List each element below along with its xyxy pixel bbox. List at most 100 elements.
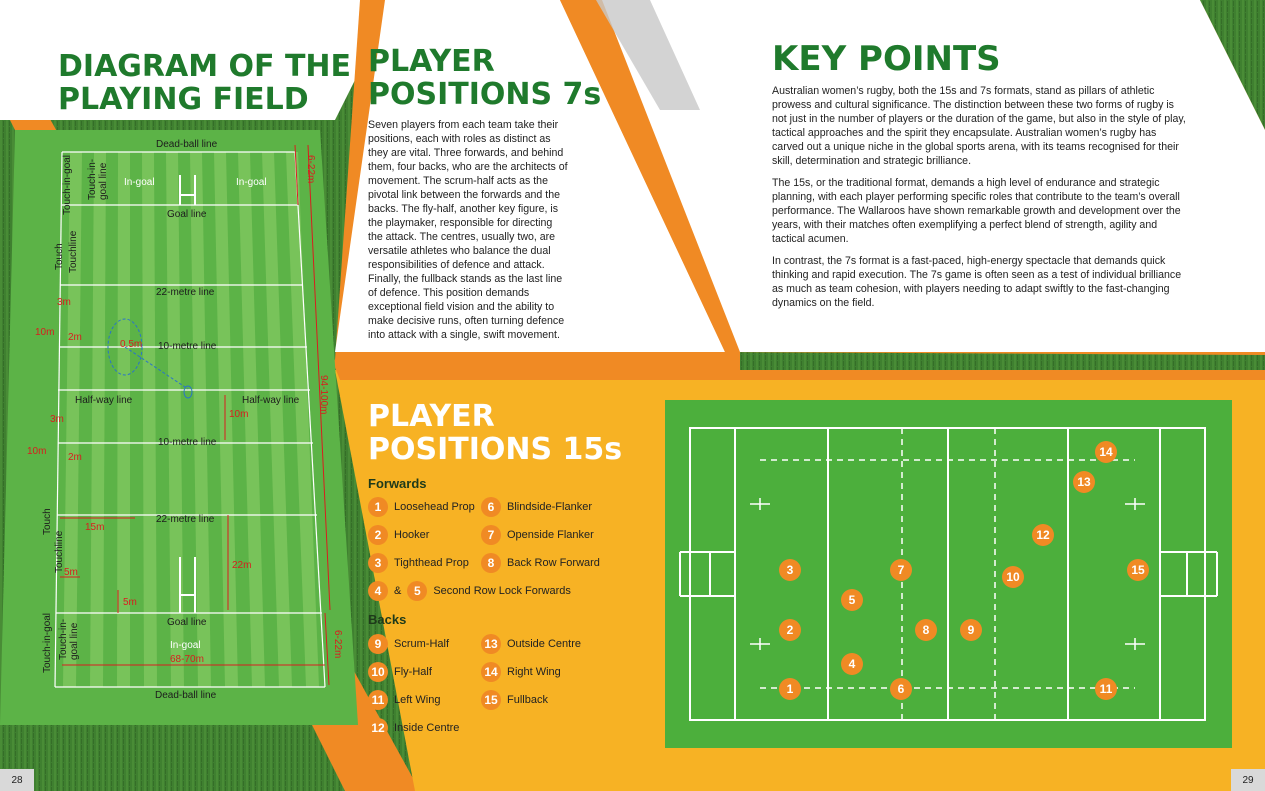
dim-2m-a: 2m	[68, 332, 82, 343]
dim-94-100: 94-100m	[318, 375, 329, 414]
position-label: Scrum-Half	[394, 638, 450, 650]
fifteens-title: PLAYER POSITIONS 15s	[368, 400, 622, 466]
formation-marker	[1127, 559, 1149, 581]
label-10-top: 10-metre line	[158, 341, 217, 352]
position-label: Back Row Forward	[507, 557, 600, 569]
position-number: 7	[481, 525, 501, 545]
formation-marker-label: 6	[898, 682, 905, 696]
ampersand: &	[394, 585, 402, 597]
field-stripe	[63, 152, 82, 687]
formation-marker	[1073, 471, 1095, 493]
formation-marker-label: 5	[849, 593, 856, 607]
position-label: Inside Centre	[394, 722, 460, 734]
formation-marker	[841, 653, 863, 675]
lock-forwards-row: 4 & 5 Second Row Lock Forwards	[368, 581, 571, 601]
position-number: 15	[481, 690, 501, 710]
position-row: 9 Scrum-Half	[368, 634, 449, 654]
position-label: Fullback	[507, 694, 548, 706]
field-stripe	[190, 152, 211, 687]
position-row: 14 Right Wing	[481, 662, 561, 682]
key-points-p2: The 15s, or the traditional format, dema…	[772, 177, 1181, 245]
position-row: 6 Blindside-Flanker	[481, 497, 592, 517]
dim-0-5m: 0.5m	[120, 339, 142, 350]
dim-10m-c: 10m	[229, 409, 248, 420]
position-number: 8	[481, 553, 501, 573]
label-touchline-bottom: Touchline	[54, 530, 65, 573]
label-touch-in-goal-top: Touch-in-goal	[62, 155, 73, 215]
position-number: 14	[481, 662, 501, 682]
sevens-body: Seven players from each team take their …	[368, 119, 568, 341]
panel-white-middle	[335, 0, 725, 352]
fifteens-title-line2: POSITIONS 15s	[368, 432, 623, 467]
formation-marker	[890, 678, 912, 700]
label-goal-line-bottom: Goal line	[167, 617, 207, 628]
label-22-top: 22-metre line	[156, 287, 215, 298]
position-number: 9	[368, 634, 388, 654]
label-tig-line-bottom-1: Touch-in-	[58, 619, 69, 660]
position-number: 1	[368, 497, 388, 517]
touchline-left	[54, 151, 63, 688]
label-10-bottom: 10-metre line	[158, 437, 217, 448]
formation-marker-label: 8	[923, 623, 930, 637]
formation-marker	[1002, 566, 1024, 588]
position-number: 2	[368, 525, 388, 545]
position-row: 15 Fullback	[481, 690, 548, 710]
label-half-way-right: Half-way line	[242, 395, 300, 406]
field-stripe	[238, 152, 265, 687]
dim-5m-b: 5m	[123, 597, 137, 608]
formation-marker-label: 11	[1100, 682, 1113, 696]
formation-marker-label: 15	[1131, 563, 1145, 577]
dim-10m-a: 10m	[35, 327, 54, 338]
position-number: 13	[481, 634, 501, 654]
formation-marker	[779, 619, 801, 641]
formation-marker	[779, 559, 801, 581]
field-stripe	[90, 152, 106, 687]
position-row: 7 Openside Flanker	[481, 525, 594, 545]
backs-heading: Backs	[368, 612, 407, 627]
dim-68-70: 68-70m	[170, 654, 204, 665]
formation-marker	[960, 619, 982, 641]
position-label: Openside Flanker	[507, 529, 594, 541]
dim-15m: 15m	[85, 522, 104, 533]
position-row: 13 Outside Centre	[481, 634, 581, 654]
position-label: Fly-Half	[394, 666, 432, 678]
label-dead-ball-bottom: Dead-ball line	[155, 690, 217, 701]
formation-marker	[1095, 678, 1117, 700]
position-label: Outside Centre	[507, 638, 581, 650]
position-row: 8 Back Row Forward	[481, 553, 600, 573]
field-stripe	[214, 152, 238, 687]
label-tig-line-bottom-2: goal line	[69, 622, 80, 660]
field-title-line1: DIAGRAM OF THE	[58, 49, 352, 84]
formation-marker-label: 2	[787, 623, 794, 637]
dim-5m-a: 5m	[64, 567, 78, 578]
label-in-goal-bottom: In-goal	[170, 640, 201, 651]
dim-3m-a: 3m	[57, 297, 71, 308]
position-number: 11	[368, 690, 388, 710]
formation-marker-label: 9	[968, 623, 975, 637]
position-label: Right Wing	[507, 666, 561, 678]
label-goal-line-top: Goal line	[167, 209, 207, 220]
dim-2m-b: 2m	[68, 452, 82, 463]
label-touch-bottom: Touch	[42, 508, 53, 535]
label-in-goal-right: In-goal	[236, 177, 267, 188]
formation-marker-label: 12	[1036, 528, 1050, 542]
sevens-title-line2: POSITIONS 7s	[368, 77, 602, 112]
formation-marker-label: 13	[1077, 475, 1091, 489]
position-label: Left Wing	[394, 694, 441, 706]
panel-white-left	[0, 0, 395, 120]
label-touch-top: Touch	[54, 243, 65, 270]
position-label: Blindside-Flanker	[507, 501, 592, 513]
field-title-line2: PLAYING FIELD	[58, 82, 309, 117]
fifteens-title-line1: PLAYER	[368, 399, 495, 434]
field-stripe	[117, 152, 130, 687]
formation-marker-label: 10	[1006, 570, 1020, 584]
playing-field-diagram: Dead-ball line In-goal In-goal Goal line…	[0, 130, 358, 725]
sevens-title: PLAYER POSITIONS 7s	[368, 45, 601, 111]
position-row: 3 Tighthead Prop	[368, 553, 469, 573]
key-points-title: KEY POINTS	[772, 39, 1001, 79]
label-tig-line-top-1: Touch-in-	[87, 159, 98, 200]
position-label: Hooker	[394, 529, 430, 541]
sevens-title-line1: PLAYER	[368, 44, 495, 79]
formation-marker	[1095, 441, 1117, 463]
